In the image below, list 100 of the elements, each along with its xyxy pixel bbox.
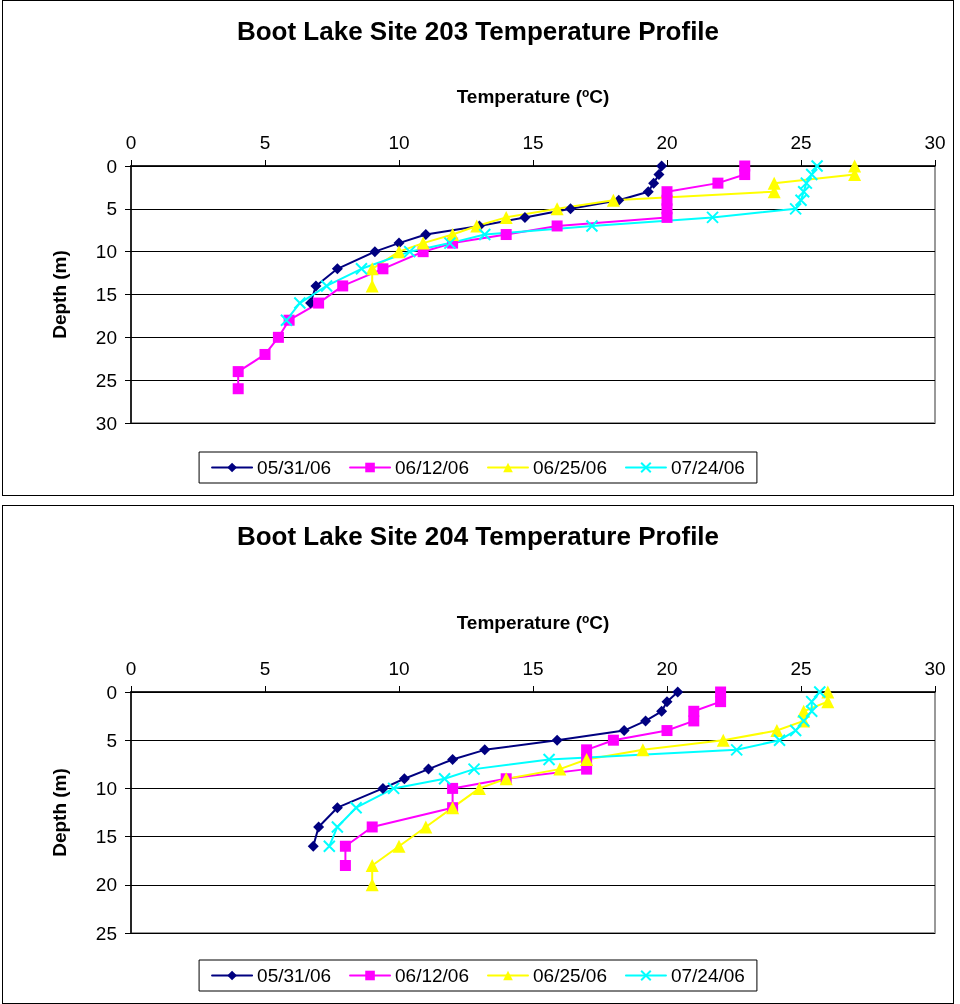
point (232, 366, 244, 378)
x-tick-label: 5 (259, 132, 271, 153)
y-tick-label: 10 (95, 241, 117, 263)
point (420, 229, 432, 241)
legend-label: 07/24/06 (670, 965, 745, 986)
point (640, 715, 652, 727)
point (810, 159, 824, 173)
point (377, 263, 389, 275)
point (661, 211, 673, 223)
point (259, 348, 271, 360)
point (366, 821, 378, 833)
point (648, 177, 660, 189)
y-tick-label: 15 (95, 826, 117, 848)
x-tick-label: 15 (522, 132, 544, 153)
point (403, 245, 417, 259)
x-tick-label: 30 (924, 658, 946, 679)
y-tick-label: 15 (95, 284, 117, 305)
point (585, 219, 599, 233)
point (322, 839, 336, 853)
y-tick-label: 0 (106, 155, 117, 177)
point (618, 725, 630, 737)
point (813, 685, 827, 699)
y-tick-label: 30 (95, 412, 117, 434)
point (392, 839, 406, 853)
point (313, 821, 325, 833)
point (730, 743, 744, 757)
x-tick-label: 20 (656, 658, 678, 679)
point (272, 331, 284, 343)
point (313, 297, 325, 309)
legend-label: 06/12/06 (395, 965, 470, 986)
point (331, 263, 343, 275)
point (706, 210, 720, 224)
point (739, 169, 751, 181)
point (232, 383, 244, 395)
point (339, 860, 351, 872)
point (310, 280, 322, 292)
point (472, 781, 486, 795)
x-tick-label: 30 (924, 132, 946, 153)
point (661, 696, 673, 708)
point (478, 228, 492, 242)
point (354, 262, 368, 276)
point (661, 725, 673, 737)
x-tick-label: 25 (790, 658, 812, 679)
legend-label: 05/31/06 (257, 965, 332, 986)
point (805, 168, 819, 182)
point (553, 762, 567, 776)
point (672, 686, 684, 698)
point (438, 772, 452, 786)
point (606, 193, 620, 207)
point (447, 782, 459, 794)
x-tick-label: 5 (259, 658, 271, 679)
y-axis-title: Depth (m) (49, 250, 70, 339)
legend-label: 06/25/06 (533, 965, 607, 986)
point (419, 820, 433, 834)
point (499, 210, 513, 224)
point (337, 280, 349, 292)
point (398, 773, 410, 785)
point (565, 203, 577, 215)
point (377, 782, 389, 794)
point (653, 169, 665, 181)
chart-title: Boot Lake Site 203 Temperature Profile (236, 16, 720, 46)
point (642, 186, 654, 198)
x-tick-label: 15 (522, 658, 544, 679)
y-axis-title: Depth (m) (49, 768, 70, 857)
legend-label: 07/24/06 (670, 457, 745, 478)
point (551, 220, 563, 232)
point (416, 236, 430, 250)
point (789, 724, 803, 738)
point (551, 734, 563, 746)
point (656, 705, 668, 717)
point (392, 245, 406, 259)
point (320, 279, 334, 293)
x-tick-label: 0 (125, 132, 137, 153)
y-tick-label: 20 (95, 326, 117, 348)
point (656, 160, 668, 172)
point (712, 177, 724, 189)
y-tick-label: 10 (95, 777, 117, 799)
point (365, 878, 379, 892)
legend-label: 06/25/06 (533, 457, 607, 478)
y-tick-label: 5 (106, 198, 117, 220)
point (715, 696, 727, 708)
point (339, 840, 351, 852)
point (365, 279, 379, 293)
point (443, 236, 457, 250)
y-tick-label: 25 (95, 922, 117, 944)
y-tick-label: 25 (95, 369, 117, 391)
chart-title: Boot Lake Site 204 Temperature Profile (236, 521, 720, 551)
point (349, 801, 363, 815)
point (716, 733, 730, 747)
point (607, 734, 619, 746)
y-tick-label: 20 (95, 874, 117, 896)
point (500, 229, 512, 241)
point (581, 744, 593, 756)
x-tick-label: 0 (125, 658, 137, 679)
point (387, 781, 401, 795)
y-tick-label: 0 (106, 681, 117, 703)
point (688, 715, 700, 727)
legend-label: 05/31/06 (257, 457, 332, 478)
point (542, 752, 556, 766)
y-tick-label: 5 (106, 729, 117, 751)
